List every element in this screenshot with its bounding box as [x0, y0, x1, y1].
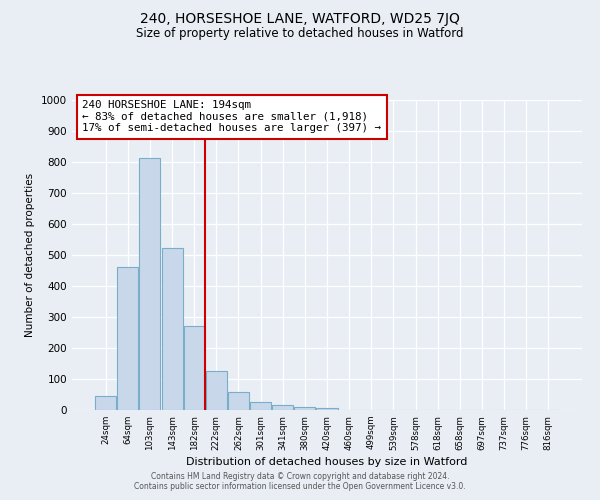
Text: Size of property relative to detached houses in Watford: Size of property relative to detached ho…: [136, 28, 464, 40]
Bar: [95, 396, 116, 410]
Text: Contains public sector information licensed under the Open Government Licence v3: Contains public sector information licen…: [134, 482, 466, 491]
Bar: [161, 248, 182, 410]
Bar: [228, 392, 249, 410]
Bar: [316, 408, 338, 410]
Bar: [272, 406, 293, 410]
Text: Contains HM Land Registry data © Crown copyright and database right 2024.: Contains HM Land Registry data © Crown c…: [151, 472, 449, 481]
Bar: [184, 326, 205, 410]
Bar: [250, 402, 271, 410]
Bar: [206, 371, 227, 410]
Bar: [118, 268, 139, 410]
Bar: [295, 407, 316, 410]
Text: 240 HORSESHOE LANE: 194sqm
← 83% of detached houses are smaller (1,918)
17% of s: 240 HORSESHOE LANE: 194sqm ← 83% of deta…: [82, 100, 381, 133]
Bar: [139, 158, 160, 410]
Y-axis label: Number of detached properties: Number of detached properties: [25, 173, 35, 337]
Text: 240, HORSESHOE LANE, WATFORD, WD25 7JQ: 240, HORSESHOE LANE, WATFORD, WD25 7JQ: [140, 12, 460, 26]
X-axis label: Distribution of detached houses by size in Watford: Distribution of detached houses by size …: [187, 456, 467, 466]
